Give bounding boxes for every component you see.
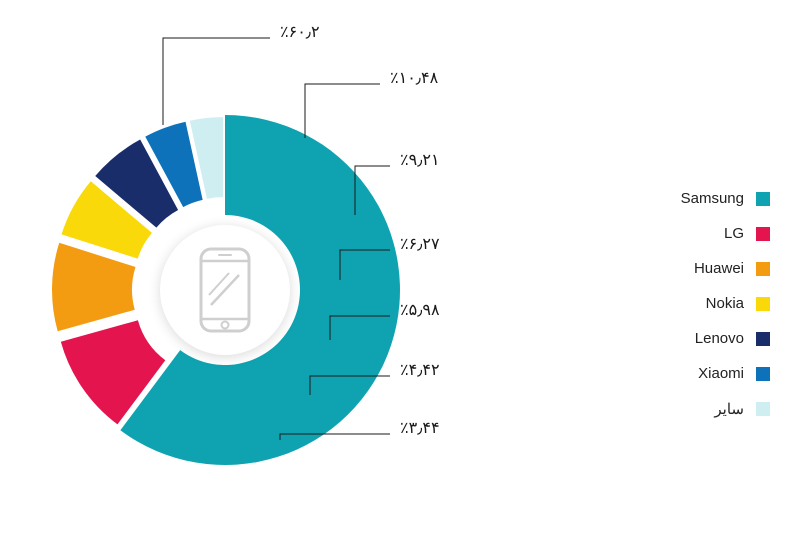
legend-label: LG <box>724 225 744 242</box>
legend-item: Lenovo <box>681 330 770 347</box>
legend-label: سایر <box>714 400 744 418</box>
center-phone-icon <box>160 225 290 355</box>
slice-label: ٪۶٫۲۷ <box>400 234 440 254</box>
legend-item: LG <box>681 225 770 242</box>
legend-swatch <box>756 297 770 311</box>
leader-line <box>305 84 380 138</box>
slice-huawei <box>52 243 136 331</box>
legend-swatch <box>756 332 770 346</box>
legend-label: Samsung <box>681 190 744 207</box>
legend-swatch <box>756 402 770 416</box>
slice-label: ٪۱۰٫۴۸ <box>390 68 438 88</box>
legend-label: Nokia <box>706 295 744 312</box>
legend-label: Xiaomi <box>698 365 744 382</box>
legend-label: Huawei <box>694 260 744 277</box>
leader-line <box>163 38 270 125</box>
slice-label: ٪۶۰٫۲ <box>280 22 320 42</box>
legend-label: Lenovo <box>695 330 744 347</box>
phone-icon <box>197 245 253 335</box>
legend-item: Huawei <box>681 260 770 277</box>
legend-item: Xiaomi <box>681 365 770 382</box>
legend-swatch <box>756 227 770 241</box>
legend-swatch <box>756 192 770 206</box>
slice-label: ٪۳٫۴۴ <box>400 418 440 438</box>
legend-swatch <box>756 262 770 276</box>
legend-item: Nokia <box>681 295 770 312</box>
slice-label: ٪۴٫۴۲ <box>400 360 440 380</box>
legend-swatch <box>756 367 770 381</box>
legend-item: Samsung <box>681 190 770 207</box>
slice-label: ٪۵٫۹۸ <box>400 300 440 320</box>
legend-item: سایر <box>681 400 770 418</box>
legend: Samsung LG Huawei Nokia Lenovo Xiaomi سایر <box>681 190 770 418</box>
slice-label: ٪۹٫۲۱ <box>400 150 440 170</box>
